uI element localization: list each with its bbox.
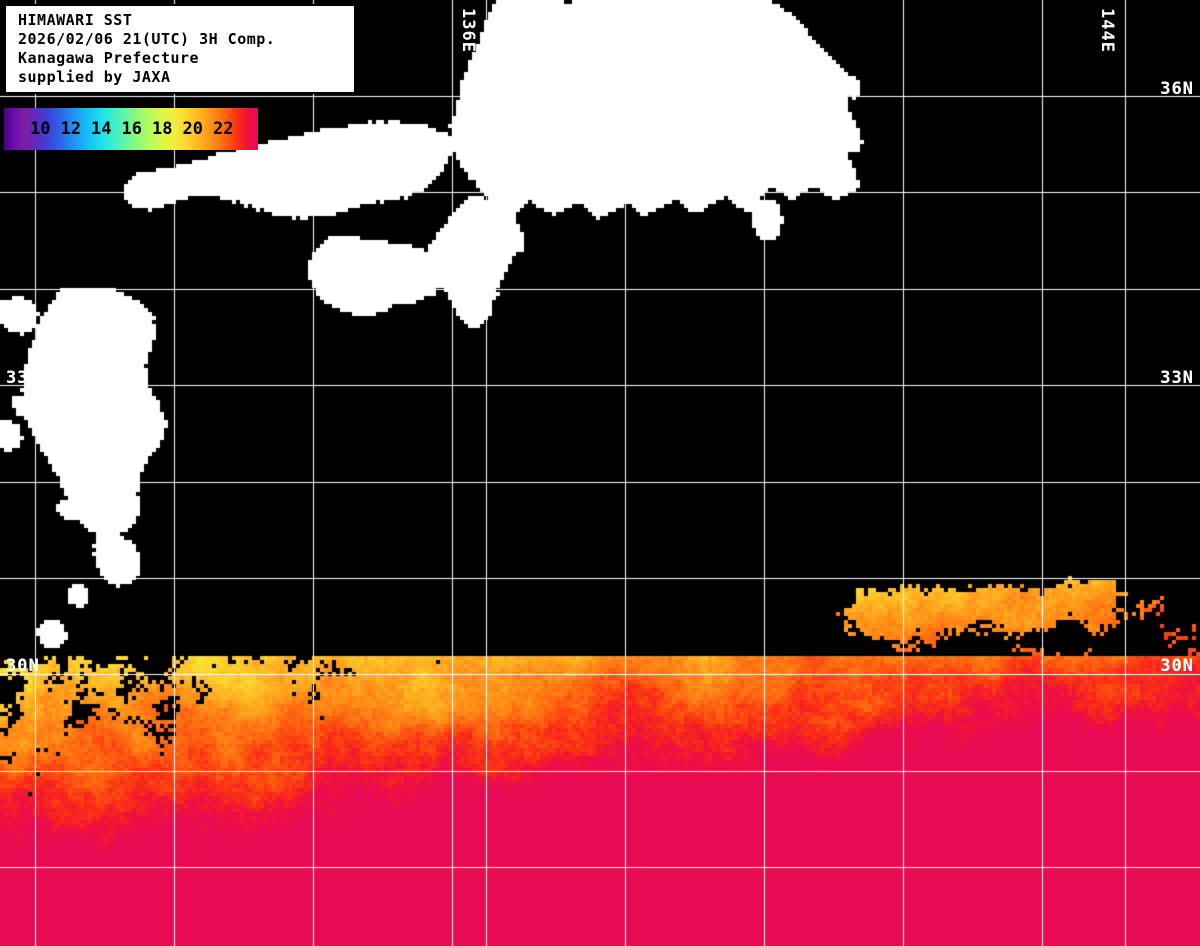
title-line-supplier: supplied by JAXA <box>18 68 171 86</box>
sst-colorbar: 10 12 14 16 18 20 22 <box>4 108 258 150</box>
lat-label-right-36n: 36N <box>1160 79 1194 99</box>
colorbar-tick-20: 20 <box>182 119 203 139</box>
colorbar-gradient <box>4 108 258 150</box>
title-legend-box: HIMAWARI SST 2026/02/06 21(UTC) 3H Comp.… <box>4 4 356 94</box>
title-line-agency: Kanagawa Prefecture <box>18 49 200 67</box>
lat-label-left-33n: 33N <box>6 368 40 388</box>
title-line-product: HIMAWARI SST <box>18 11 133 29</box>
title-line-datetime: 2026/02/06 21(UTC) 3H Comp. <box>18 30 276 48</box>
colorbar-tick-18: 18 <box>152 119 173 139</box>
lon-label-136e: 136E <box>458 8 478 53</box>
lon-label-144e: 144E <box>1097 8 1117 53</box>
colorbar-tick-labels: 10 12 14 16 18 20 22 <box>4 108 258 150</box>
colorbar-tick-12: 12 <box>60 119 81 139</box>
colorbar-tick-22: 22 <box>213 119 234 139</box>
lat-label-left-30n: 30N <box>6 656 40 676</box>
lat-label-right-33n: 33N <box>1160 368 1194 388</box>
colorbar-tick-10: 10 <box>30 119 51 139</box>
colorbar-tick-16: 16 <box>121 119 142 139</box>
lat-label-right-30n: 30N <box>1160 656 1194 676</box>
colorbar-tick-14: 14 <box>91 119 112 139</box>
